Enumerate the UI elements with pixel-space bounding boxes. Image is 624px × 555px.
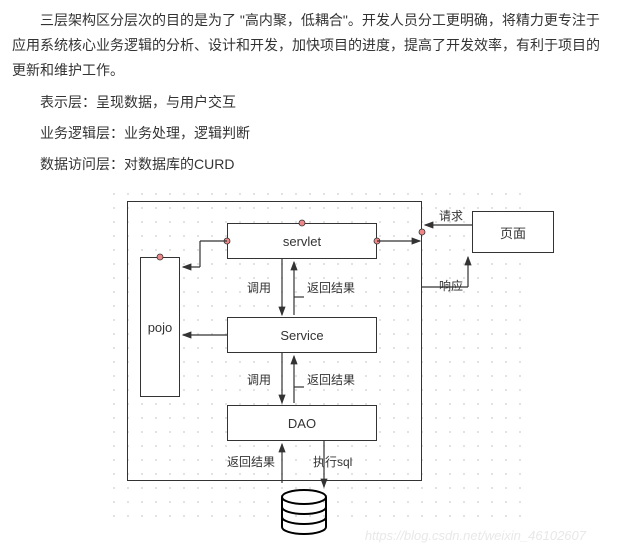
label-sql: 执行sql [313, 453, 352, 470]
architecture-diagram: pojo servlet Service DAO 页面 [32, 187, 592, 547]
label-ret2: 返回结果 [307, 371, 355, 388]
diagram-svg [32, 187, 592, 547]
label-call2: 调用 [247, 371, 271, 388]
label-request: 请求 [439, 207, 463, 224]
layer-data: 数据访问层：对数据库的CURD [12, 152, 612, 177]
database-icon [282, 490, 326, 534]
label-ret3: 返回结果 [227, 453, 275, 470]
watermark: https://blog.csdn.net/weixin_46102607 [365, 528, 586, 543]
layer-business: 业务逻辑层：业务处理，逻辑判断 [12, 121, 612, 146]
label-ret1: 返回结果 [307, 279, 355, 296]
layer-presentation: 表示层：呈现数据，与用户交互 [12, 90, 612, 115]
paragraph-intro: 三层架构区分层次的目的是为了 "高内聚，低耦合"。开发人员分工更明确，将精力更专… [12, 8, 612, 84]
label-call1: 调用 [247, 279, 271, 296]
label-response: 响应 [439, 277, 463, 294]
